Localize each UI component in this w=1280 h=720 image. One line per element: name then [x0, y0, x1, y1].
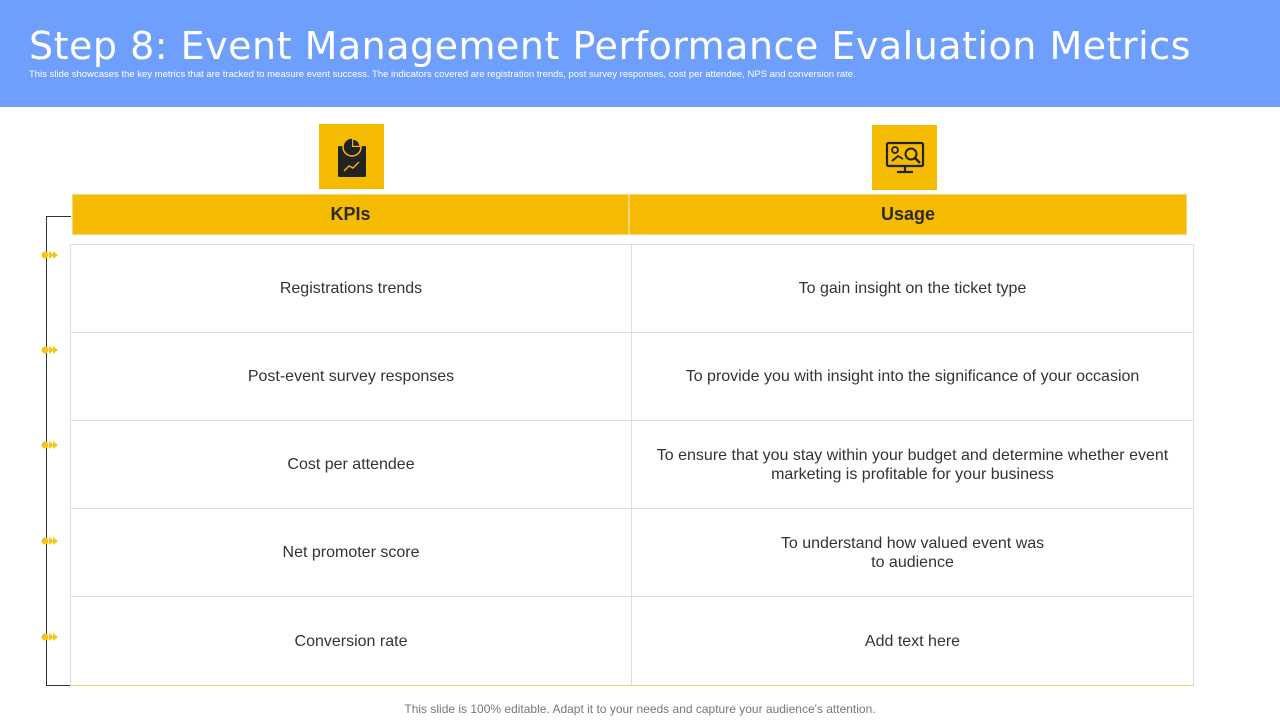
kpi-cell: Conversion rate: [71, 597, 632, 685]
table-row: Conversion rate Add text here: [71, 597, 1193, 685]
kpi-cell: Net promoter score: [71, 509, 632, 596]
usage-cell: To ensure that you stay within your budg…: [656, 446, 1169, 483]
double-arrow-icon: [41, 346, 58, 354]
double-arrow-icon: [41, 251, 58, 259]
table-row: Registrations trends To gain insight on …: [71, 245, 1193, 333]
column-header-kpis: KPIs: [72, 194, 629, 235]
report-chart-icon: [319, 124, 384, 189]
table-row: Cost per attendee To ensure that you sta…: [71, 421, 1193, 509]
double-arrow-icon: [41, 441, 58, 449]
timeline-bracket: [46, 216, 71, 686]
table-row: Net promoter score To understand how val…: [71, 509, 1193, 597]
kpi-table: Registrations trends To gain insight on …: [70, 244, 1194, 686]
kpi-cell: Cost per attendee: [71, 421, 632, 508]
column-header-usage: Usage: [629, 194, 1187, 235]
double-arrow-icon: [41, 537, 58, 545]
usage-cell: To provide you with insight into the sig…: [685, 368, 1140, 385]
table-row: Post-event survey responses To provide y…: [71, 333, 1193, 421]
usage-cell: To gain insight on the ticket type: [798, 280, 1027, 297]
usage-cell: Add text here: [864, 632, 961, 650]
kpi-cell: Post-event survey responses: [71, 333, 632, 420]
analytics-monitor-icon: [872, 125, 937, 190]
slide-header: Step 8: Event Management Performance Eva…: [0, 0, 1280, 107]
usage-cell: To understand how valued event was to au…: [780, 534, 1045, 571]
footer-note: This slide is 100% editable. Adapt it to…: [404, 702, 876, 716]
double-arrow-icon: [41, 633, 58, 641]
kpi-cell: Registrations trends: [71, 245, 632, 332]
slide-subtitle: This slide showcases the key metrics tha…: [29, 69, 856, 80]
slide-title: Step 8: Event Management Performance Eva…: [29, 24, 1191, 68]
